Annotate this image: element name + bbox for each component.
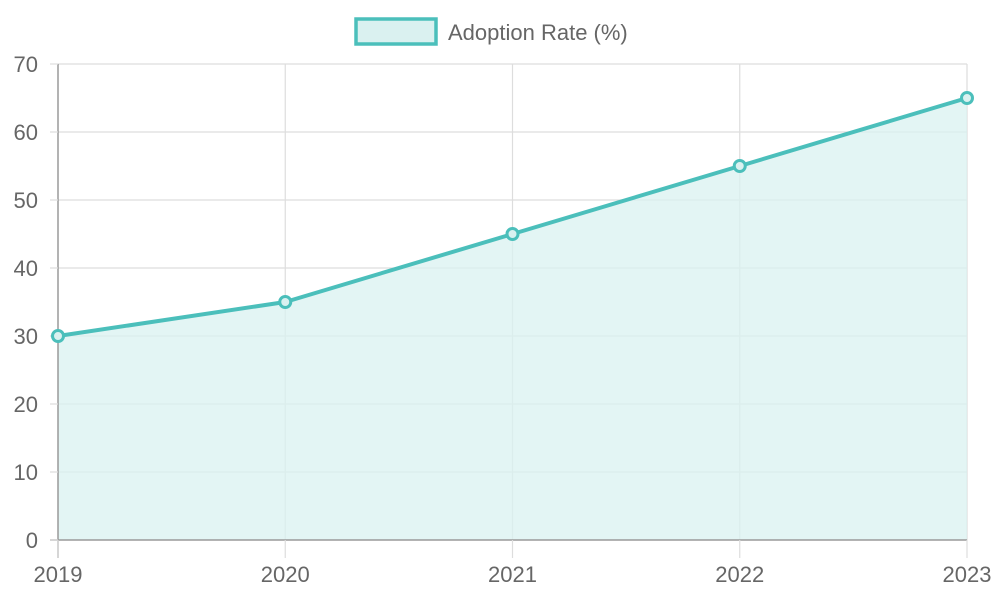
data-point[interactable] (505, 227, 520, 241)
x-tick-label: 2023 (943, 562, 992, 587)
y-tick-label: 50 (14, 188, 38, 213)
data-points (51, 91, 974, 343)
data-point[interactable] (51, 329, 65, 343)
series-area (58, 98, 967, 540)
y-tick-label: 20 (14, 392, 38, 417)
y-tick-label: 10 (14, 460, 38, 485)
legend-label[interactable]: Adoption Rate (%) (448, 20, 628, 45)
legend-swatch[interactable] (354, 17, 438, 46)
x-tick-label: 2019 (34, 562, 83, 587)
legend[interactable]: Adoption Rate (%) (354, 17, 628, 46)
y-tick-label: 0 (26, 528, 38, 553)
data-point[interactable] (278, 295, 293, 309)
y-tick-label: 30 (14, 324, 38, 349)
x-tick-label: 2022 (715, 562, 764, 587)
y-tick-label: 60 (14, 120, 38, 145)
y-tick-label: 40 (14, 256, 38, 281)
y-tick-label: 70 (14, 52, 38, 77)
data-point[interactable] (732, 159, 747, 173)
x-axis-ticks: 2019 2020 2021 2022 2023 (34, 540, 992, 587)
x-tick-label: 2021 (488, 562, 537, 587)
x-tick-label: 2020 (261, 562, 310, 587)
y-axis-ticks: 0 10 20 30 40 50 60 70 (14, 52, 58, 553)
data-point[interactable] (960, 91, 974, 105)
